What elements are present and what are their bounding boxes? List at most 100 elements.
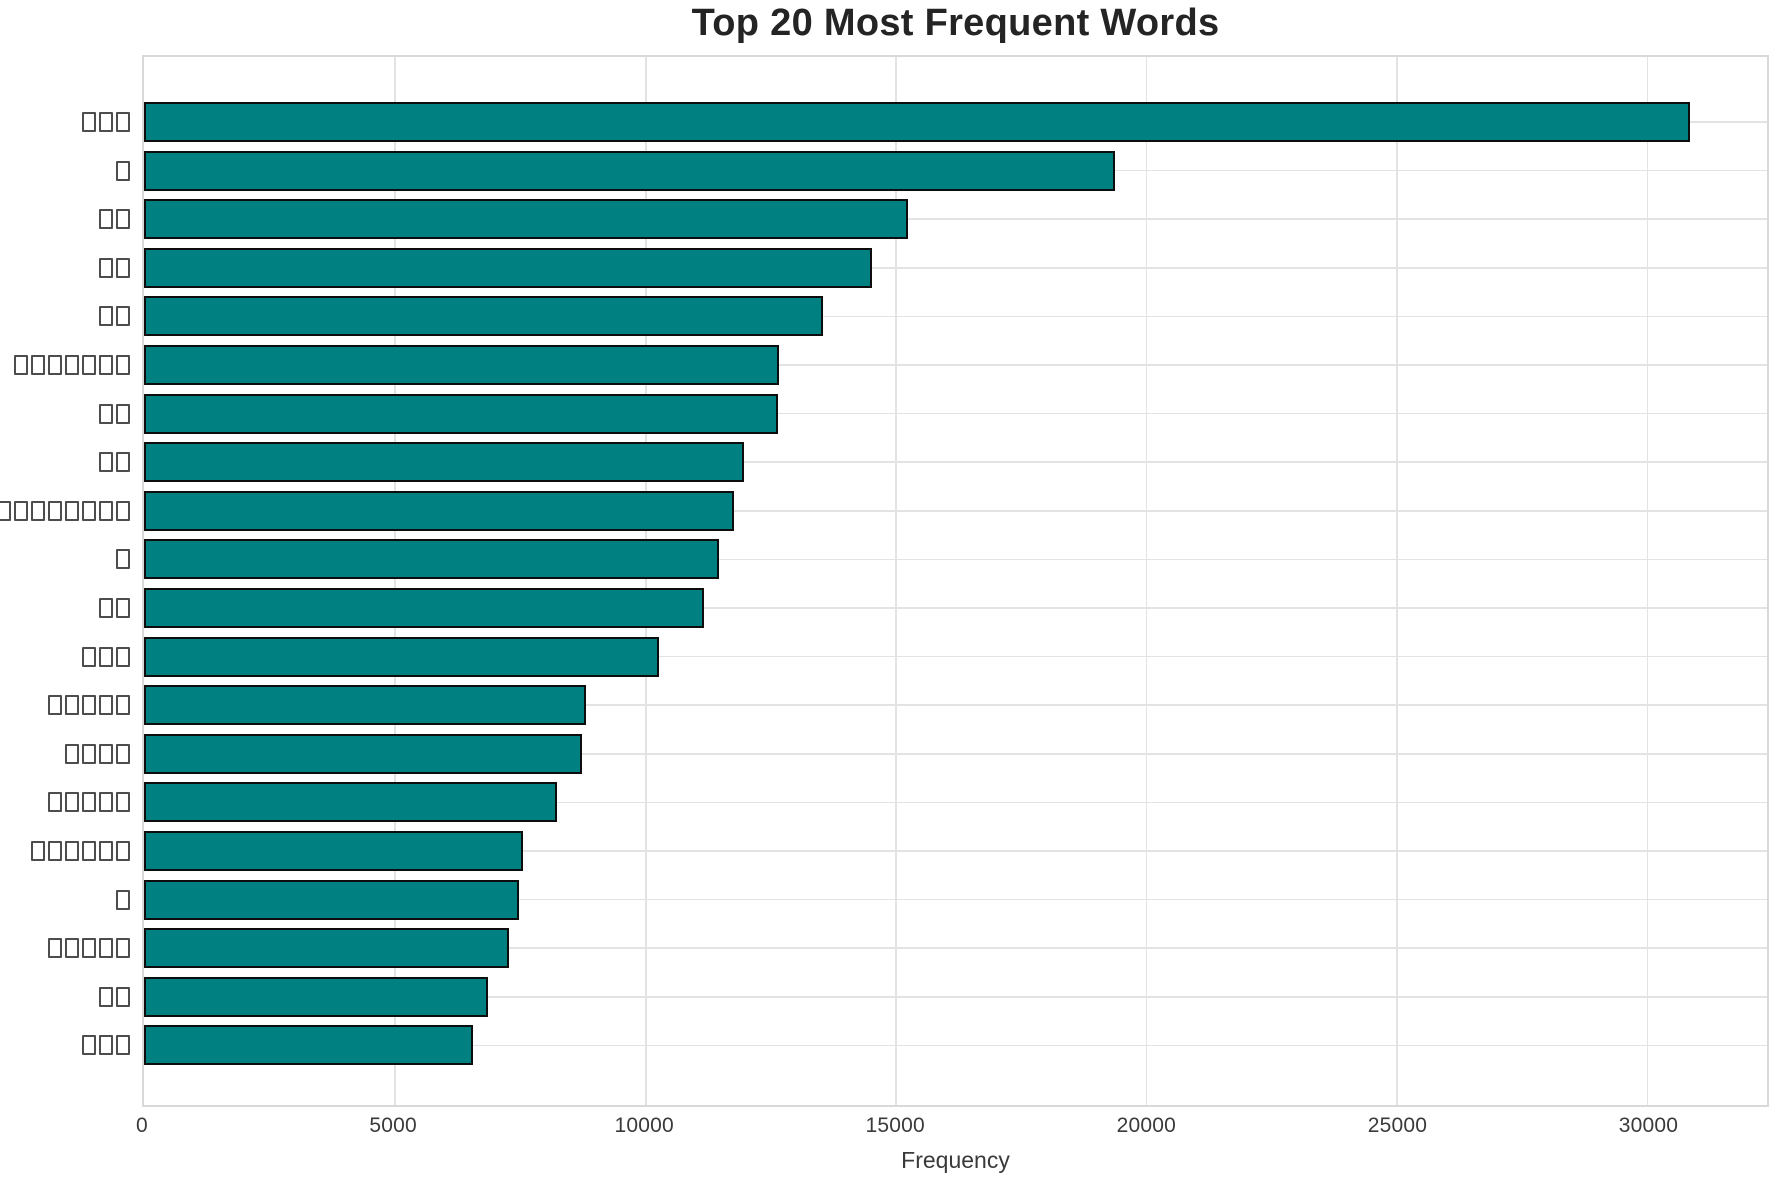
bar [144,490,735,531]
missing-glyph-box-icon [98,646,113,667]
missing-glyph-box-icon [115,1035,130,1056]
y-tick-label [97,598,131,618]
horizontal-gridline [144,753,1767,755]
missing-glyph-box-icon [98,500,113,521]
horizontal-gridline [144,558,1767,561]
missing-glyph-box-icon [115,257,130,278]
missing-glyph-box-icon [81,112,96,132]
vertical-gridline [1145,57,1148,1105]
missing-glyph-box-icon [98,355,113,375]
horizontal-gridline [144,364,1767,366]
missing-glyph-box-icon [64,695,79,716]
bar [144,296,823,337]
missing-glyph-box-icon [81,792,96,813]
missing-glyph-box-icon [115,500,130,521]
missing-glyph-box-icon [115,743,130,764]
missing-glyph-box-icon [13,500,28,521]
missing-glyph-box-icon [115,841,130,861]
vertical-gridline [1646,57,1649,1105]
missing-glyph-box-icon [98,257,113,278]
x-axis-ticks: 0 5000 10000 15000 20000 25000 30000 [136,1114,1769,1142]
x-tick-label: 10000 [614,1114,674,1137]
y-tick-label [97,452,131,473]
x-tick-label: 20000 [1116,1114,1177,1137]
bar [144,199,908,240]
missing-glyph-box-icon [115,986,130,1007]
missing-glyph-box-icon [115,403,130,424]
missing-glyph-box-icon [115,452,130,473]
missing-glyph-box-icon [81,646,96,667]
missing-glyph-box-icon [81,500,96,521]
bar [144,733,583,774]
missing-glyph-box-icon [98,452,113,473]
missing-glyph-box-icon [115,646,130,667]
y-tick-label [46,695,131,716]
bar [144,150,1116,191]
missing-glyph-box-icon [81,1035,96,1056]
bar [144,345,780,385]
missing-glyph-box-icon [115,695,130,716]
bar [144,102,1690,142]
missing-glyph-box-icon [47,355,62,375]
bar [144,393,779,434]
missing-glyph-box-icon [81,938,96,959]
bar [144,831,524,871]
x-tick-label: 25000 [1367,1114,1428,1137]
vertical-gridline [644,57,647,1105]
horizontal-gridline [144,996,1767,998]
bar [144,247,872,288]
horizontal-gridline [144,1044,1767,1047]
x-tick-label: 0 [136,1114,148,1137]
missing-glyph-box-icon [98,938,113,959]
y-tick-label [97,986,131,1007]
bar [144,636,660,677]
missing-glyph-box-icon [115,355,130,375]
chart-title: Top 20 Most Frequent Words [691,2,1220,44]
missing-glyph-box-icon [0,500,11,521]
x-axis-label: Frequency [901,1147,1010,1173]
y-tick-label [46,792,131,813]
missing-glyph-box-icon [81,841,96,861]
plot-area [0,55,1769,1107]
missing-glyph-box-icon [30,841,45,861]
missing-glyph-box-icon [115,160,130,181]
missing-glyph-box-icon [98,403,113,424]
horizontal-gridline [144,947,1767,949]
x-tick-label: 5000 [369,1114,417,1137]
missing-glyph-box-icon [98,986,113,1007]
y-tick-label [80,112,131,132]
missing-glyph-box-icon [47,841,62,861]
y-tick-label [80,1035,131,1056]
missing-glyph-box-icon [115,598,130,618]
y-tick-label [63,743,131,764]
bar [144,879,520,920]
y-tick-label [114,549,131,570]
bar [144,1025,474,1066]
horizontal-gridline [144,510,1767,512]
x-tick-label: 15000 [865,1114,925,1137]
horizontal-gridline [144,655,1767,658]
horizontal-gridline [144,801,1767,804]
y-tick-label [97,257,131,278]
missing-glyph-box-icon [98,112,113,132]
y-tick-label [114,160,131,181]
missing-glyph-box-icon [64,500,79,521]
horizontal-gridline [144,267,1767,269]
missing-glyph-box-icon [64,792,79,813]
missing-glyph-box-icon [98,792,113,813]
missing-glyph-box-icon [115,112,130,132]
y-tick-label [12,355,131,375]
missing-glyph-box-icon [64,355,79,375]
vertical-gridline [394,57,397,1105]
missing-glyph-box-icon [81,743,96,764]
bar [144,588,705,628]
y-tick-label [97,403,131,424]
missing-glyph-box-icon [115,306,130,327]
missing-glyph-box-icon [115,938,130,959]
bar [144,976,489,1017]
bar [144,442,745,483]
vertical-gridline [895,57,897,1105]
missing-glyph-box-icon [64,938,79,959]
missing-glyph-box-icon [115,549,130,570]
